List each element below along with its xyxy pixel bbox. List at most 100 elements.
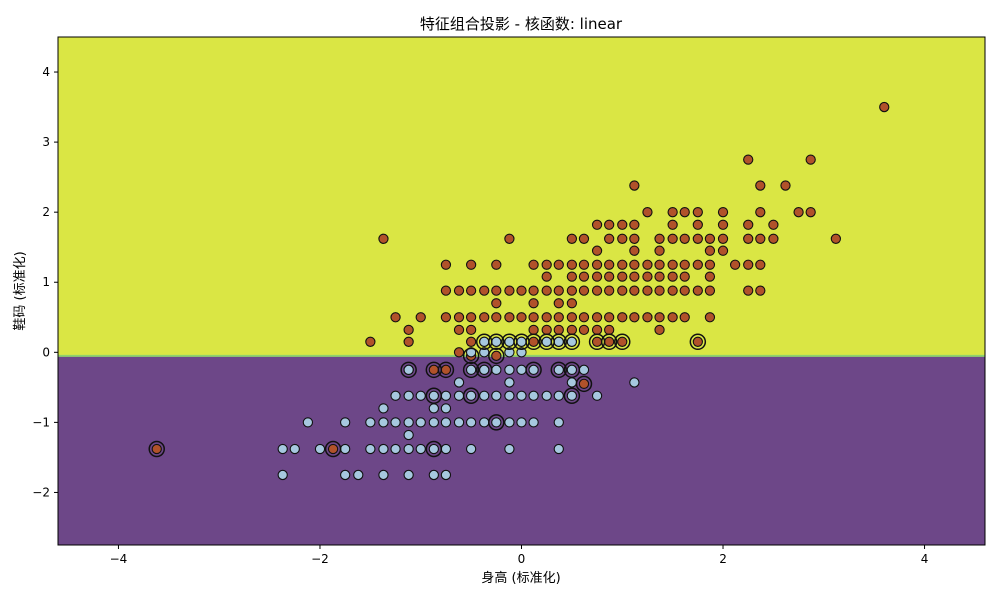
data-point-lower xyxy=(553,390,564,401)
data-point-lower xyxy=(541,390,552,401)
data-point-lower xyxy=(566,377,578,388)
data-point-upper xyxy=(617,219,628,230)
support-vector-ring xyxy=(563,333,581,351)
data-point-upper xyxy=(629,271,640,282)
data-point-lower xyxy=(479,336,490,347)
data-point-upper xyxy=(541,312,552,323)
data-point-upper xyxy=(403,324,414,336)
data-point-upper xyxy=(578,312,590,323)
data-point-upper xyxy=(704,259,716,270)
x-tick-label: 0 xyxy=(518,552,526,566)
data-point-upper xyxy=(704,285,716,296)
data-point-upper xyxy=(679,285,690,296)
support-vector-ring xyxy=(501,333,518,351)
data-point-upper xyxy=(604,219,615,230)
data-point-lower xyxy=(465,443,477,455)
data-point-lower xyxy=(453,390,465,401)
data-point-lower xyxy=(440,417,452,428)
y-tick-label: 2 xyxy=(42,205,50,219)
data-point-upper xyxy=(566,233,578,244)
data-point-upper xyxy=(440,285,452,296)
support-vector-ring xyxy=(550,361,568,379)
data-point-lower xyxy=(378,443,389,455)
data-point-upper xyxy=(465,259,477,270)
data-point-upper xyxy=(654,324,665,336)
data-point-lower xyxy=(415,390,426,401)
support-vector-ring xyxy=(588,333,606,351)
data-point-lower xyxy=(403,429,414,441)
data-point-upper xyxy=(553,324,564,336)
data-point-upper xyxy=(403,336,414,347)
data-point-lower xyxy=(453,417,465,428)
data-point-upper xyxy=(617,285,628,296)
data-point-lower xyxy=(591,390,603,401)
decision-region-lower xyxy=(58,355,985,545)
x-tick-label: −4 xyxy=(110,552,128,566)
data-point-upper xyxy=(604,233,615,244)
data-point-upper xyxy=(629,245,640,256)
support-vector-ring xyxy=(614,333,631,351)
data-point-upper xyxy=(528,336,539,347)
data-point-upper xyxy=(553,259,564,270)
plot-area xyxy=(57,36,986,546)
data-point-lower xyxy=(415,443,426,455)
data-point-upper xyxy=(591,259,603,270)
data-point-lower xyxy=(428,390,439,401)
support-vector-ring xyxy=(462,347,480,365)
data-point-upper xyxy=(642,207,653,218)
data-point-upper xyxy=(629,233,640,244)
data-point-upper xyxy=(453,285,465,296)
data-point-lower xyxy=(390,443,401,455)
data-point-lower xyxy=(440,390,452,401)
data-point-upper xyxy=(365,336,376,347)
x-axis: −4 −2 0 2 4 xyxy=(110,545,928,566)
data-point-lower xyxy=(440,443,452,455)
data-point-lower xyxy=(566,336,578,347)
data-point-upper xyxy=(805,154,816,165)
support-vector-ring xyxy=(575,375,593,393)
data-point-lower xyxy=(553,336,564,347)
y-tick-label: 1 xyxy=(42,275,50,289)
data-point-lower xyxy=(365,443,376,455)
support-vector-ring xyxy=(513,333,530,351)
decision-region-upper xyxy=(58,37,985,356)
data-point-lower xyxy=(314,443,326,455)
data-point-upper xyxy=(667,219,678,230)
data-point-upper xyxy=(504,285,515,296)
data-point-upper xyxy=(491,285,502,296)
y-tick-label: −1 xyxy=(32,415,50,429)
support-vector-ring xyxy=(400,361,417,379)
support-vectors xyxy=(148,333,707,458)
data-point-upper xyxy=(617,271,628,282)
support-vector-ring xyxy=(488,414,505,431)
data-point-upper xyxy=(453,347,465,358)
data-point-upper xyxy=(428,364,439,375)
data-point-upper xyxy=(755,233,766,244)
data-point-lower xyxy=(516,336,527,347)
data-point-lower xyxy=(491,336,502,347)
data-point-lower xyxy=(365,417,376,428)
data-point-lower xyxy=(491,417,502,428)
data-point-upper xyxy=(491,350,502,361)
support-vector-ring xyxy=(563,387,581,405)
data-point-upper xyxy=(566,259,578,270)
data-point-upper xyxy=(566,324,578,336)
data-point-upper xyxy=(692,207,703,218)
data-point-upper xyxy=(541,259,552,270)
data-point-upper xyxy=(566,271,578,282)
data-point-upper xyxy=(743,285,754,296)
data-point-lower xyxy=(566,364,578,375)
data-point-upper xyxy=(440,364,452,375)
y-axis-label: 鞋码 (标准化) xyxy=(12,251,28,330)
support-vector-ring xyxy=(600,333,618,351)
data-point-lower xyxy=(390,417,401,428)
data-point-lower xyxy=(465,364,477,375)
data-point-lower xyxy=(340,443,351,455)
data-point-lower xyxy=(428,417,439,428)
data-point-lower xyxy=(504,443,515,455)
data-point-lower xyxy=(440,469,452,481)
support-vector-ring xyxy=(689,333,707,351)
data-point-lower xyxy=(528,390,539,401)
data-point-upper xyxy=(578,285,590,296)
